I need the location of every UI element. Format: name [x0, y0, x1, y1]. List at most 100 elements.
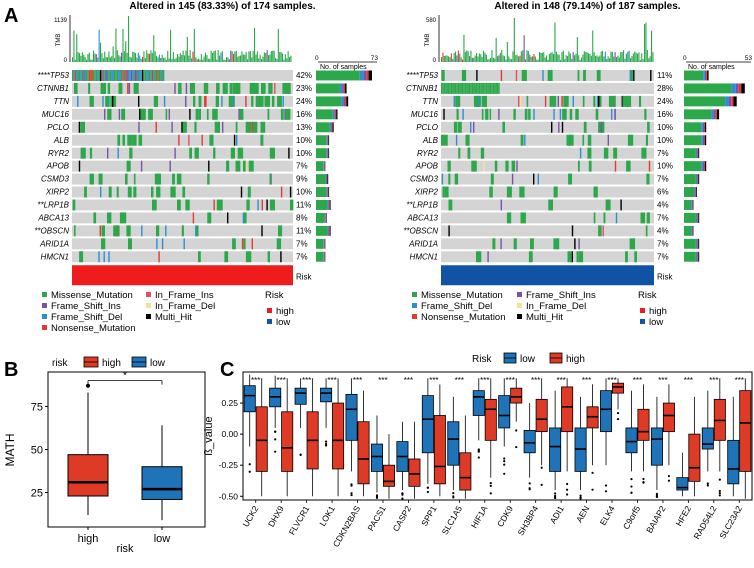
mutation-cell [98, 70, 100, 81]
gene-label: MUC16 [411, 110, 439, 119]
sample-count-bar [323, 238, 325, 249]
mutation-cell [261, 134, 264, 146]
mutation-cell [630, 70, 633, 81]
sample-count-bar [696, 212, 698, 223]
x-tick-label: SLC1A5 [440, 504, 465, 537]
tmb-bar [617, 55, 619, 62]
tmb-bar [477, 56, 479, 62]
legend-label: In_Frame_Del [155, 301, 215, 312]
tmb-bar [595, 55, 597, 62]
sample-count-bar [328, 187, 330, 197]
tmb-bar [94, 53, 96, 62]
gene-percent: 28% [657, 84, 673, 93]
sample-count-bar [339, 83, 342, 94]
sample-count-bar [327, 225, 329, 236]
tmb-bar [571, 58, 573, 62]
tmb-label: TMB [425, 34, 431, 47]
x-tick-label: HIF1A [469, 504, 490, 530]
legend-label: Nonsense_Mutation [421, 312, 506, 323]
mutation-cell [489, 108, 492, 120]
mutation-cell [188, 134, 190, 146]
mutation-cell [207, 212, 212, 224]
gene-row-background [72, 134, 293, 146]
mutation-cell [143, 70, 145, 81]
gene-label: **OBSCN [403, 226, 438, 235]
gene-label: ****TP53 [37, 71, 69, 80]
mutation-cell [453, 95, 455, 107]
mutation-cell [576, 251, 578, 263]
tmb-bar [589, 54, 591, 62]
mutation-cell [243, 160, 247, 172]
mutation-cell [153, 70, 155, 81]
mutation-cell [237, 147, 244, 159]
plot-frame [47, 371, 206, 528]
tmb-bar [255, 54, 257, 62]
mutation-cell [107, 70, 109, 81]
mutation-cell [119, 70, 121, 81]
mutation-cell [473, 82, 475, 94]
box-outlier [503, 457, 506, 460]
tmb-bar [90, 59, 92, 62]
mutation-cell [561, 95, 563, 107]
sample-count-bar [316, 225, 328, 236]
mutation-cell [221, 95, 223, 107]
box-body [294, 387, 307, 405]
box-outlier [350, 493, 353, 497]
tmb-bar [642, 59, 644, 62]
tmb-bar [184, 55, 186, 62]
mutation-cell [118, 82, 123, 94]
tmb-bar [72, 57, 74, 62]
sample-count-bar [698, 238, 700, 249]
mutation-cell [176, 173, 182, 185]
tmb-bar [527, 51, 529, 62]
box-outlier [718, 494, 721, 497]
gene-percent: 7% [657, 149, 669, 158]
gene-row-background [441, 251, 654, 263]
sample-count-bar [695, 187, 697, 197]
mutation-cell [478, 95, 481, 107]
tmb-bar [179, 53, 181, 62]
tmb-bar [463, 34, 465, 62]
box-body [67, 454, 109, 497]
sample-count-bar [684, 238, 696, 249]
tmb-bar [133, 52, 135, 62]
tmb-bar [478, 53, 480, 62]
gene-label: HMCN1 [410, 252, 438, 261]
x-tick-label: ELK4 [598, 504, 617, 527]
legend-label: low [520, 354, 536, 365]
mutation-cell [611, 108, 613, 120]
tmb-bar [144, 58, 146, 62]
sample-count-bar [704, 161, 707, 172]
tmb-bar [84, 56, 86, 62]
x-tick-label: SPP1 [419, 504, 439, 528]
mutation-cell [537, 173, 539, 185]
gene-percent: 7% [657, 175, 669, 184]
tmb-bar [196, 59, 198, 62]
mutation-cell [494, 82, 496, 94]
mutation-cell [205, 95, 207, 107]
mutation-cell [122, 70, 124, 81]
mutation-cell [449, 82, 451, 94]
tmb-bar [590, 55, 592, 62]
gene-percent: 16% [657, 110, 673, 119]
mutation-cell [242, 212, 245, 224]
mutation-cell [588, 160, 592, 172]
legend-label: Multi_Hit [155, 312, 192, 323]
mutation-cell [526, 95, 529, 107]
legend-risk-title: Risk [265, 290, 284, 301]
mutation-cell [72, 70, 74, 81]
tmb-bar [165, 60, 167, 62]
sample-count-bar [331, 122, 333, 133]
tmb-bar [453, 53, 455, 62]
significance-label: *** [658, 376, 667, 385]
tmb-bar [240, 55, 242, 62]
tmb-bar [256, 51, 258, 62]
mutation-cell [251, 238, 253, 250]
mutation-cell [583, 70, 586, 81]
mutation-cell [448, 82, 450, 94]
mutation-cell [80, 70, 82, 81]
mutation-cell [626, 160, 631, 172]
mutation-cell [456, 82, 458, 94]
mutation-cell [77, 70, 79, 81]
mutation-cell [161, 70, 163, 81]
